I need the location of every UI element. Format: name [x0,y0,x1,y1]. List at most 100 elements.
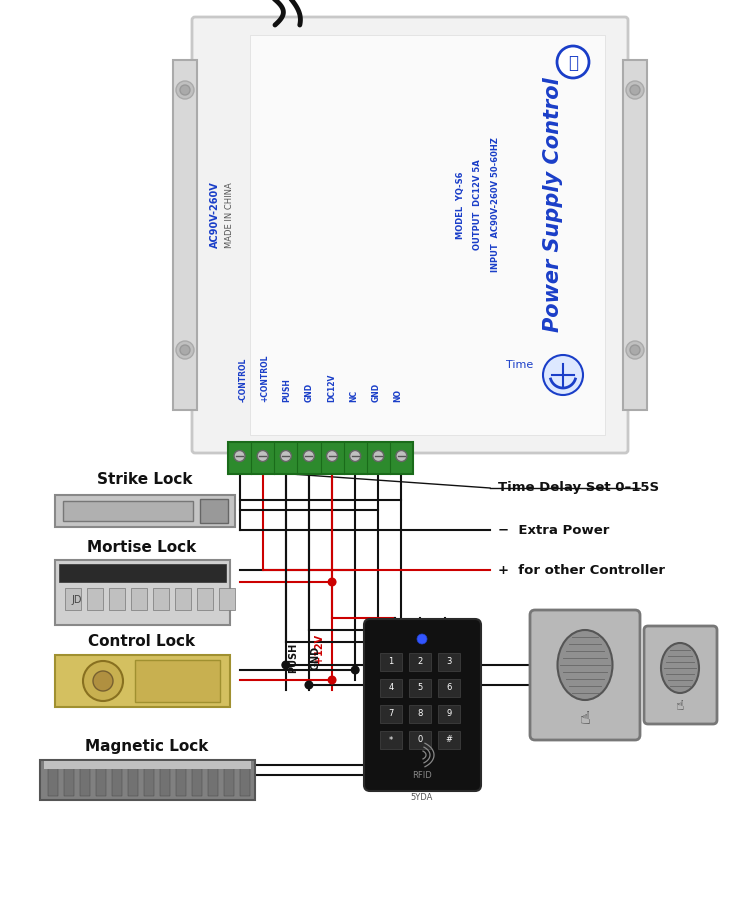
Text: 4: 4 [388,684,394,692]
Bar [65,588,81,610]
Circle shape [373,451,384,462]
Text: 9: 9 [446,710,452,719]
Text: RFID: RFID [413,770,432,779]
Circle shape [626,81,644,99]
Text: GND: GND [304,383,313,402]
Bar [44,761,251,769]
Text: PUSH: PUSH [283,378,292,402]
Bar [112,764,122,796]
Text: 0: 0 [417,735,423,744]
Bar [623,60,647,410]
Bar [55,495,235,527]
Bar [240,764,250,796]
Text: Time: Time [506,360,533,370]
Text: -CONTROL: -CONTROL [238,358,248,402]
Bar [438,705,460,723]
Text: 7: 7 [388,710,394,719]
Text: Magnetic Lock: Magnetic Lock [86,740,209,755]
Text: −  Extra Power: − Extra Power [498,523,609,536]
Ellipse shape [557,630,613,700]
Text: INPUT  AC90V-260V 50-60HZ: INPUT AC90V-260V 50-60HZ [490,138,500,273]
Text: 5: 5 [417,684,423,692]
Text: 2: 2 [417,657,423,666]
Circle shape [281,660,290,669]
Text: 8: 8 [417,710,423,719]
Text: AC90V-260V: AC90V-260V [210,182,220,249]
Text: Mortise Lock: Mortise Lock [87,540,196,554]
Text: PUSH: PUSH [288,643,298,673]
Text: MADE IN CHINA: MADE IN CHINA [226,182,235,248]
Text: GND: GND [371,383,380,402]
Bar [48,764,58,796]
Text: ☝: ☝ [676,699,684,713]
Circle shape [396,451,407,462]
Text: 1: 1 [388,657,394,666]
Bar [224,764,234,796]
Bar [409,679,431,697]
Bar [87,588,103,610]
Bar [63,501,193,521]
Bar [173,60,197,410]
Text: MODEL  YQ-S6: MODEL YQ-S6 [455,172,464,239]
Bar [128,764,138,796]
Text: NC: NC [350,390,358,402]
FancyBboxPatch shape [530,610,640,740]
Circle shape [557,46,589,78]
Bar [250,35,605,435]
Circle shape [93,671,113,691]
Circle shape [328,577,337,587]
Bar [200,499,228,523]
Bar [55,560,230,625]
Bar [109,588,125,610]
Circle shape [234,451,245,462]
Text: +  for other Controller: + for other Controller [498,564,665,577]
Bar [438,653,460,671]
Text: Power Supply Control: Power Supply Control [543,78,563,332]
Text: OUTPUT  DC12V 5A: OUTPUT DC12V 5A [472,160,482,251]
Circle shape [304,451,314,462]
Text: NO: NO [394,389,403,402]
Bar [409,653,431,671]
Bar [380,705,402,723]
Text: Strike Lock: Strike Lock [98,472,193,487]
Circle shape [83,661,123,701]
Bar [409,731,431,749]
Bar [55,655,230,707]
Bar [438,731,460,749]
Text: +CONTROL: +CONTROL [260,354,269,402]
Circle shape [328,676,337,685]
Text: 3: 3 [446,657,452,666]
Circle shape [630,85,640,95]
Bar [176,764,186,796]
FancyBboxPatch shape [644,626,717,724]
Bar [380,679,402,697]
Text: #: # [446,735,452,744]
Circle shape [280,451,291,462]
Circle shape [257,451,268,462]
Text: DC12V: DC12V [328,374,337,402]
Bar [380,731,402,749]
Text: +12V: +12V [314,633,324,663]
Bar [135,660,220,702]
Circle shape [176,81,194,99]
Circle shape [350,451,361,462]
Bar [80,764,90,796]
Text: Ⓧ: Ⓧ [568,54,578,72]
Circle shape [417,634,427,644]
Circle shape [180,345,190,355]
Text: JD: JD [72,595,82,605]
Bar [59,564,226,582]
FancyBboxPatch shape [192,17,628,453]
Circle shape [326,451,338,462]
Bar [144,764,154,796]
Text: 6: 6 [446,684,452,692]
Text: GND: GND [311,646,321,670]
Bar [219,588,235,610]
Bar [131,588,147,610]
Text: Time Delay Set 0–15S: Time Delay Set 0–15S [498,482,659,495]
Bar [153,588,169,610]
Circle shape [626,341,644,359]
Bar [175,588,191,610]
Bar [64,764,74,796]
Circle shape [304,680,313,689]
